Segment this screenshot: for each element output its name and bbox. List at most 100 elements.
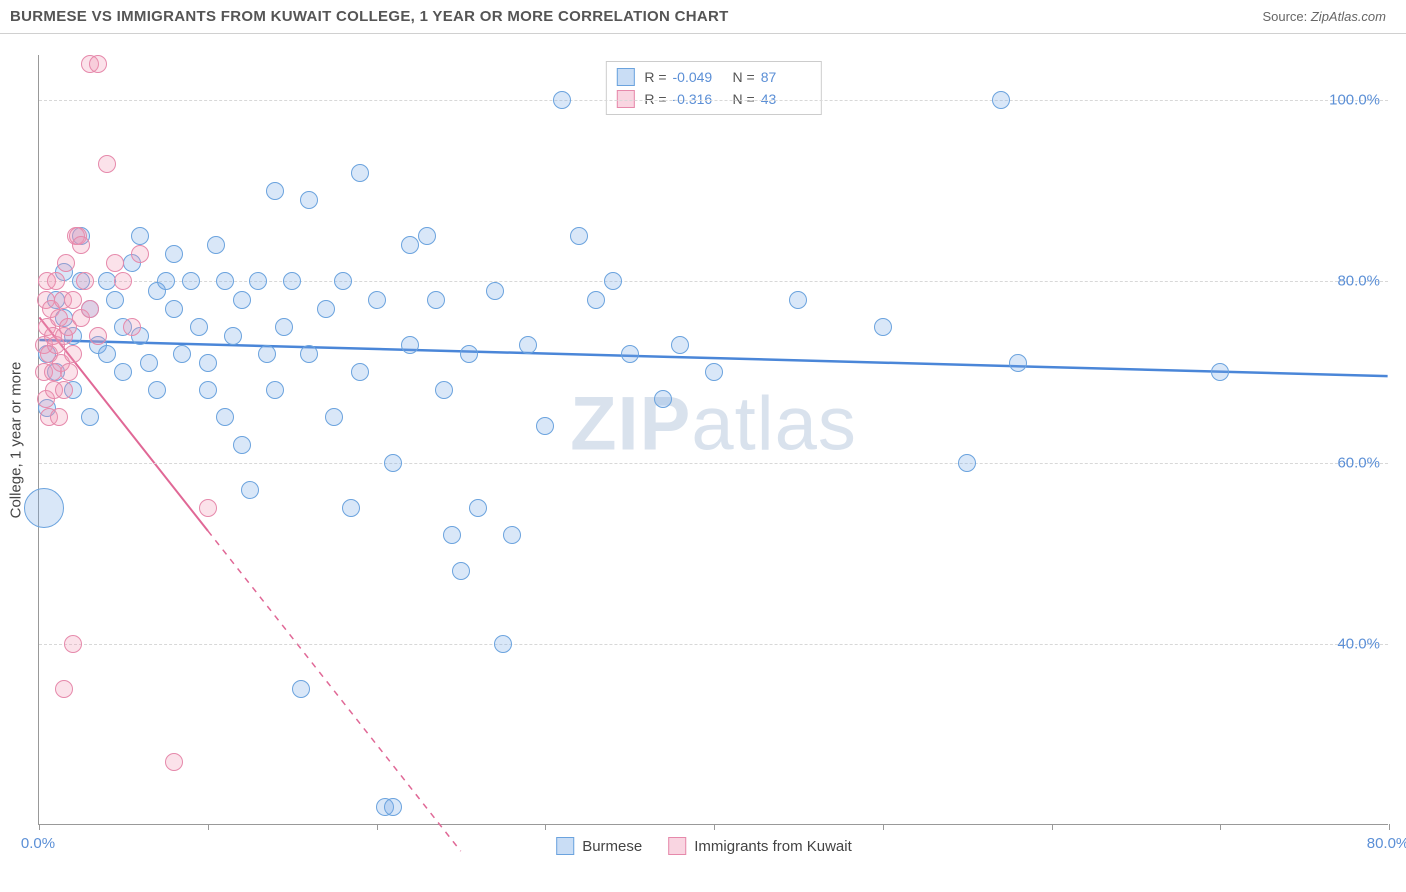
legend-stat-row: R = -0.049 N = 87 xyxy=(616,66,810,88)
data-point xyxy=(587,291,605,309)
data-point xyxy=(64,291,82,309)
data-point xyxy=(300,191,318,209)
data-point xyxy=(199,381,217,399)
data-point xyxy=(89,327,107,345)
gridline-h xyxy=(39,281,1388,282)
data-point xyxy=(368,291,386,309)
data-point xyxy=(342,499,360,517)
data-point xyxy=(300,345,318,363)
data-point xyxy=(72,236,90,254)
data-point xyxy=(114,363,132,381)
r-value: -0.049 xyxy=(673,69,723,85)
data-point xyxy=(81,408,99,426)
data-point xyxy=(325,408,343,426)
data-point xyxy=(705,363,723,381)
data-point xyxy=(57,254,75,272)
data-point xyxy=(216,272,234,290)
data-point xyxy=(351,164,369,182)
r-label: R = xyxy=(644,69,666,85)
data-point xyxy=(553,91,571,109)
data-point xyxy=(89,55,107,73)
data-point xyxy=(401,236,419,254)
data-point xyxy=(789,291,807,309)
r-label: R = xyxy=(644,91,666,107)
legend-swatch xyxy=(616,90,634,108)
data-point xyxy=(443,526,461,544)
data-point xyxy=(874,318,892,336)
source-prefix: Source: xyxy=(1262,9,1310,24)
x-tick xyxy=(39,824,40,830)
y-tick-label: 60.0% xyxy=(1337,454,1380,471)
y-tick-label: 80.0% xyxy=(1337,273,1380,290)
x-tick-label: 0.0% xyxy=(21,835,55,852)
data-point xyxy=(140,354,158,372)
correlation-legend: R = -0.049 N = 87 R = -0.316 N = 43 xyxy=(605,61,821,115)
x-tick xyxy=(1052,824,1053,830)
data-point xyxy=(435,381,453,399)
n-label: N = xyxy=(733,91,755,107)
data-point xyxy=(123,318,141,336)
data-point xyxy=(60,363,78,381)
data-point xyxy=(106,254,124,272)
n-label: N = xyxy=(733,69,755,85)
data-point xyxy=(173,345,191,363)
data-point xyxy=(570,227,588,245)
data-point xyxy=(283,272,301,290)
y-tick-label: 40.0% xyxy=(1337,635,1380,652)
series-legend: Burmese Immigrants from Kuwait xyxy=(556,837,870,855)
legend-swatch xyxy=(616,68,634,86)
legend-swatch xyxy=(556,837,574,855)
data-point xyxy=(275,318,293,336)
legend-label: Immigrants from Kuwait xyxy=(694,838,852,855)
data-point xyxy=(165,245,183,263)
data-point xyxy=(258,345,276,363)
data-point xyxy=(334,272,352,290)
data-point xyxy=(654,390,672,408)
x-tick xyxy=(714,824,715,830)
data-point xyxy=(671,336,689,354)
data-point xyxy=(98,272,116,290)
data-point xyxy=(165,300,183,318)
data-point xyxy=(317,300,335,318)
x-tick xyxy=(208,824,209,830)
data-point xyxy=(157,272,175,290)
data-point xyxy=(207,236,225,254)
data-point xyxy=(76,272,94,290)
n-value: 43 xyxy=(761,91,811,107)
gridline-h xyxy=(39,644,1388,645)
data-point xyxy=(148,381,166,399)
data-point xyxy=(131,245,149,263)
data-point xyxy=(384,454,402,472)
data-point xyxy=(992,91,1010,109)
source-site: ZipAtlas.com xyxy=(1311,9,1386,24)
x-tick-label: 80.0% xyxy=(1367,835,1406,852)
data-point xyxy=(604,272,622,290)
data-point xyxy=(452,562,470,580)
data-point xyxy=(190,318,208,336)
data-point xyxy=(55,381,73,399)
data-point xyxy=(64,635,82,653)
data-point xyxy=(427,291,445,309)
data-point xyxy=(958,454,976,472)
data-point xyxy=(81,300,99,318)
gridline-h xyxy=(39,463,1388,464)
n-value: 87 xyxy=(761,69,811,85)
data-point xyxy=(64,345,82,363)
data-point xyxy=(233,291,251,309)
data-point xyxy=(241,481,259,499)
r-value: -0.316 xyxy=(673,91,723,107)
data-point xyxy=(47,272,65,290)
data-point xyxy=(224,327,242,345)
data-point xyxy=(98,345,116,363)
data-point xyxy=(621,345,639,363)
data-point xyxy=(249,272,267,290)
x-tick xyxy=(1389,824,1390,830)
legend-label: Burmese xyxy=(582,838,642,855)
plot-region: ZIPatlas R =-0.049N =87R =-0.316N =43 40… xyxy=(38,55,1388,825)
data-point xyxy=(55,680,73,698)
data-point xyxy=(199,354,217,372)
data-point xyxy=(460,345,478,363)
data-point xyxy=(503,526,521,544)
data-point xyxy=(106,291,124,309)
chart-header: BURMESE VS IMMIGRANTS FROM KUWAIT COLLEG… xyxy=(0,0,1406,34)
